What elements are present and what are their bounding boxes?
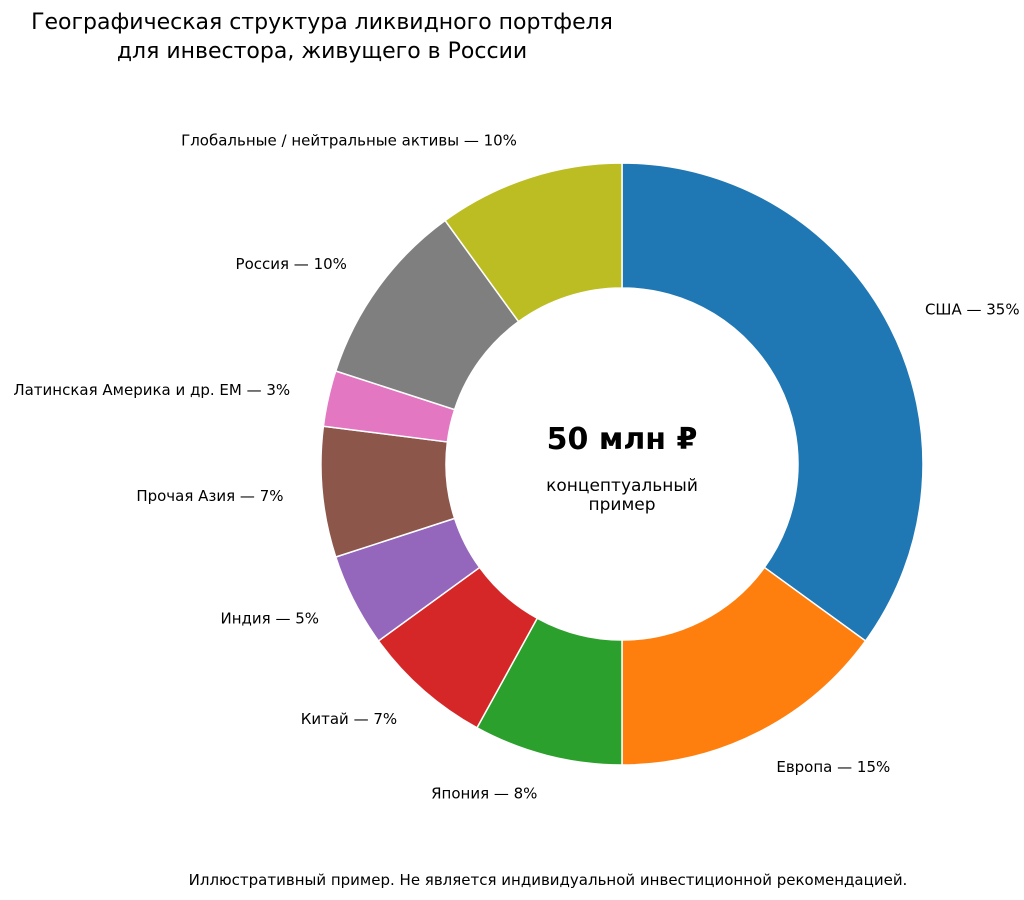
slice-label-0: США — 35% (925, 301, 1020, 319)
donut-slices (320, 162, 924, 766)
slice-label-8: Глобальные / нейтральные активы — 10% (181, 132, 517, 150)
slice-label-4: Индия — 5% (221, 609, 320, 627)
slice-label-2: Япония — 8% (431, 784, 537, 802)
slice-label-3: Китай — 7% (301, 710, 397, 728)
donut-slice-8 (444, 162, 623, 323)
chart-title: Географическая структура ликвидного порт… (0, 0, 1024, 70)
center-caption-line-1: концептуальный (546, 476, 698, 496)
chart-title-line-2: для инвестора, живущего в России (116, 39, 528, 64)
slice-labels: США — 35% Европа — 15% Япония — 8% Китай — … (13, 132, 1019, 803)
donut-slice-0 (621, 162, 924, 642)
slice-label-6: Латинская Америка и др. EM — 3% (13, 381, 290, 399)
disclaimer-footnote: Иллюстративный пример. Не является индив… (188, 871, 908, 889)
chart-title-line-1: Географическая структура ликвидного порт… (31, 10, 613, 35)
slice-label-5: Прочая Азия — 7% (136, 487, 283, 505)
slice-label-1: Европа — 15% (776, 758, 890, 776)
center-value: 50 млн ₽ (547, 422, 698, 457)
slice-label-7: Россия — 10% (236, 255, 347, 273)
center-caption-line-2: пример (588, 495, 655, 515)
donut-chart: США — 35% Европа — 15% Япония — 8% Китай — … (13, 132, 1019, 803)
